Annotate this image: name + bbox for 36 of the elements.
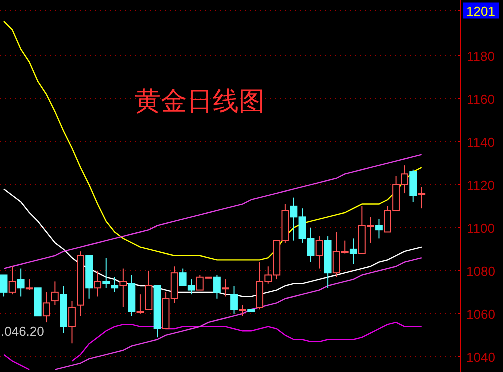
candlestick [239,304,246,317]
candlestick [410,169,418,203]
candlestick [350,238,358,265]
y-tick-label: 1180 [467,48,495,64]
annotation: .046.20 [1,324,44,339]
candlestick [120,268,128,308]
line-series [54,257,422,370]
candlestick [8,266,16,296]
candlestick [145,270,153,310]
candlestick [0,274,8,298]
candlestick [68,300,76,344]
candlestick [376,218,383,240]
y-tick-label: 1120 [467,178,495,193]
candlestick [214,274,221,300]
candlestick [102,258,110,289]
candlestick [17,268,25,298]
y-tick-label: 1080 [466,264,496,279]
candlestick [51,281,59,306]
y-tick-label: 1100 [467,220,495,236]
text: 黄金日线图 [135,87,265,117]
y-tick-label: 1060 [466,306,496,322]
candlestick [230,285,238,314]
candlestick [222,279,230,298]
candlestick [111,276,119,293]
candlestick [94,270,102,298]
y-tick-label: 1040 [466,350,496,365]
candlestick [418,186,426,210]
candlestick [136,294,144,314]
y-tick-label: 1201 [466,4,496,19]
candlestick [316,236,324,270]
candlestick [42,292,50,324]
y-tick-label: 1140 [467,134,495,150]
line-series [3,20,422,261]
line-series [3,154,422,270]
candlestick [26,279,34,291]
y-tick-label: 1160 [467,92,495,107]
